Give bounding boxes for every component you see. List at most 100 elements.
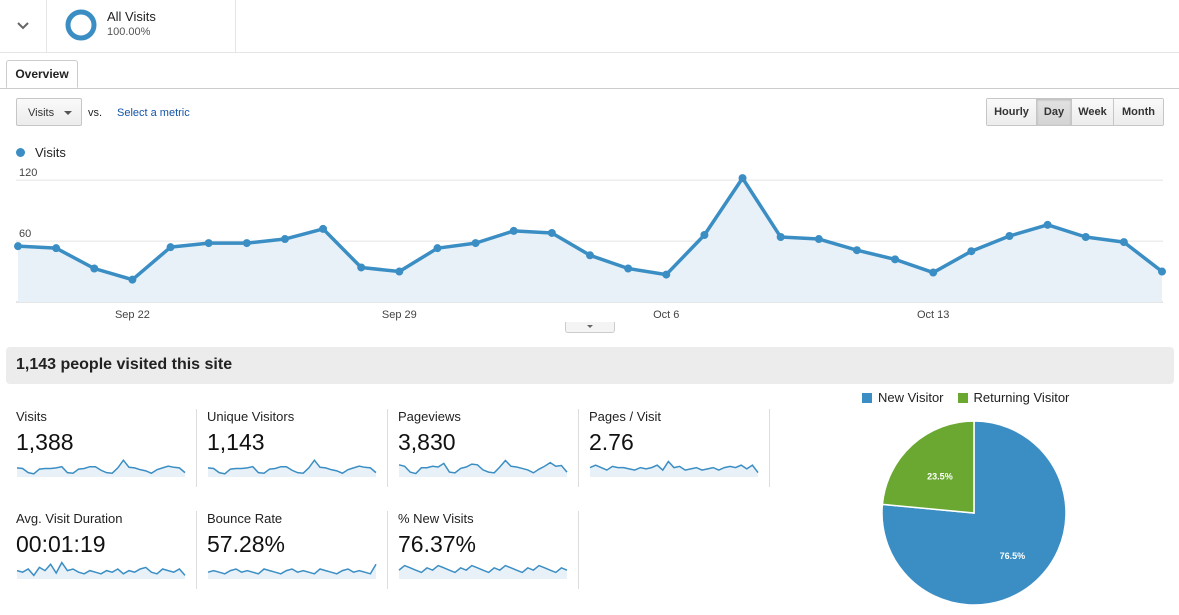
segment-all-visits[interactable]: All Visits 100.00%: [47, 0, 236, 52]
data-point[interactable]: [776, 233, 785, 242]
data-point[interactable]: [280, 235, 289, 244]
data-point[interactable]: [204, 239, 213, 248]
sparkline: [589, 460, 759, 477]
legend-returning-visitor: Returning Visitor: [973, 390, 1070, 405]
y-tick-label: 60: [19, 228, 31, 240]
sparkline-line: [589, 460, 759, 473]
caret-down-icon: [64, 111, 72, 115]
sparkline: [16, 561, 186, 579]
legend-visits-label: Visits: [35, 145, 66, 160]
metric-tile[interactable]: Visits 1,388: [16, 409, 196, 489]
data-point[interactable]: [738, 174, 747, 183]
tile-divider: [387, 409, 388, 487]
sparkline: [207, 458, 377, 477]
data-point[interactable]: [929, 268, 938, 277]
metric-tile[interactable]: % New Visits 76.37%: [398, 511, 578, 591]
month-button[interactable]: Month: [1114, 99, 1163, 125]
data-point[interactable]: [586, 251, 594, 260]
tile-divider: [578, 409, 579, 487]
data-point[interactable]: [967, 247, 976, 256]
data-point[interactable]: [1119, 238, 1128, 247]
metric-label: Unique Visitors: [207, 409, 295, 424]
legend-returning-visitor-swatch: [957, 392, 968, 403]
data-point[interactable]: [357, 263, 366, 272]
data-point[interactable]: [395, 267, 404, 276]
data-point[interactable]: [1005, 232, 1014, 240]
data-point[interactable]: [509, 226, 518, 235]
metric-tile[interactable]: Bounce Rate 57.28%: [207, 511, 387, 591]
pie-slice-label: 23.5%: [927, 472, 953, 482]
sparkline-area: [17, 460, 185, 477]
data-point[interactable]: [128, 275, 137, 284]
data-point[interactable]: [14, 242, 22, 251]
segment-donut-icon: [65, 9, 97, 41]
metric-value: 2.76: [589, 429, 634, 455]
data-point[interactable]: [700, 230, 709, 239]
vs-label: vs.: [88, 107, 103, 119]
segment-bar: [0, 0, 1179, 53]
chart-expand-handle[interactable]: [565, 322, 615, 333]
data-point[interactable]: [166, 243, 175, 252]
segment-toggle[interactable]: [0, 0, 47, 52]
sparkline-area: [399, 460, 567, 477]
sparkline-line: [207, 458, 377, 475]
day-button[interactable]: Day: [1037, 99, 1072, 125]
x-tick-label: Sep 29: [382, 309, 417, 321]
data-point[interactable]: [547, 228, 556, 237]
pie-slice-new-visitor[interactable]: [881, 420, 1067, 606]
sparkline: [398, 459, 568, 477]
data-point[interactable]: [624, 264, 633, 273]
data-point[interactable]: [242, 239, 251, 248]
x-tick-label: Oct 13: [917, 309, 949, 321]
sparkline-line: [16, 458, 186, 475]
sparkline-line: [207, 563, 377, 575]
tile-divider: [578, 511, 579, 589]
data-point[interactable]: [662, 270, 671, 279]
data-point[interactable]: [1043, 220, 1052, 229]
data-point[interactable]: [1158, 267, 1166, 276]
y-tick-label: 120: [19, 167, 37, 179]
data-point[interactable]: [1081, 233, 1090, 242]
metric-tile[interactable]: Pageviews 3,830: [398, 409, 578, 489]
data-point[interactable]: [891, 255, 900, 264]
hourly-button[interactable]: Hourly: [987, 99, 1037, 125]
metric-label: % New Visits: [398, 511, 474, 526]
data-point[interactable]: [90, 264, 99, 273]
data-point[interactable]: [814, 235, 823, 244]
sparkline: [207, 563, 377, 579]
metric-value: 1,143: [207, 429, 265, 455]
tab-overview[interactable]: Overview: [6, 60, 78, 88]
pie-slice-returning-visitor[interactable]: [881, 420, 975, 514]
metric-label: Visits: [16, 409, 47, 424]
data-point[interactable]: [433, 244, 442, 253]
chevron-down-icon: [17, 22, 29, 30]
metric-tile[interactable]: Pages / Visit 2.76: [589, 409, 769, 489]
x-tick-label: Oct 6: [653, 309, 679, 321]
data-point[interactable]: [471, 239, 480, 248]
visits-area: [18, 178, 1162, 302]
week-button[interactable]: Week: [1072, 99, 1114, 125]
data-point[interactable]: [52, 244, 61, 253]
legend-new-visitor: New Visitor: [878, 390, 944, 405]
pie-slice-label: 76.5%: [1000, 551, 1026, 561]
tab-row: [0, 52, 1179, 89]
metric-dropdown[interactable]: Visits: [16, 98, 82, 126]
sparkline-area: [399, 565, 567, 579]
metric-tile[interactable]: Unique Visitors 1,143: [207, 409, 387, 489]
segment-name: All Visits: [107, 9, 156, 24]
data-point[interactable]: [319, 224, 328, 233]
metric-tile[interactable]: Avg. Visit Duration 00:01:19: [16, 511, 196, 591]
metric-value: 3,830: [398, 429, 456, 455]
sparkline-area: [208, 564, 376, 579]
metric-value: 76.37%: [398, 531, 477, 557]
tile-divider: [769, 409, 770, 487]
sparkline-line: [16, 561, 186, 577]
metric-label: Avg. Visit Duration: [16, 511, 123, 526]
select-metric-link[interactable]: Select a metric: [117, 107, 190, 119]
visits-line-chart: 60 120 Sep 22 Sep 29 Oct 6 Oct 13: [14, 167, 1166, 321]
legend-visits-dot: [16, 148, 25, 157]
sparkline: [16, 458, 186, 477]
data-point[interactable]: [852, 246, 861, 255]
legend-new-visitor-swatch: [862, 392, 872, 403]
sparkline-area: [17, 562, 185, 579]
